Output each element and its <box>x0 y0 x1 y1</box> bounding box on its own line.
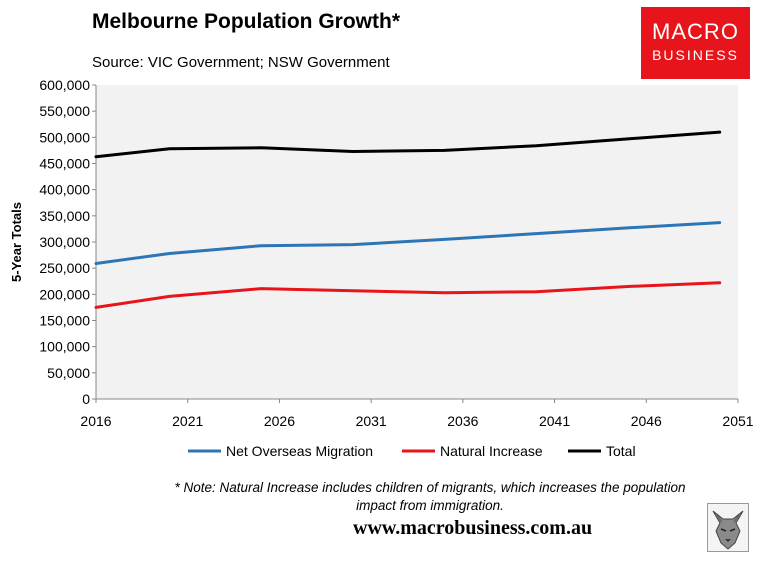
footnote-line-1: * Note: Natural Increase includes childr… <box>174 480 686 495</box>
y-tick-label: 150,000 <box>39 313 90 329</box>
y-tick-label: 50,000 <box>47 365 90 381</box>
y-tick-label: 500,000 <box>39 129 90 145</box>
series-line-total <box>94 130 722 159</box>
y-tick-label: 0 <box>82 391 90 407</box>
y-tick-label: 550,000 <box>39 103 90 119</box>
y-axis-label: 5-Year Totals <box>9 202 24 282</box>
chart-source: Source: VIC Government; NSW Government <box>92 54 390 71</box>
y-tick-label: 250,000 <box>39 260 90 276</box>
x-tick-label: 2046 <box>631 413 662 429</box>
x-tick-label: 2026 <box>264 413 295 429</box>
population-line-chart: 0 50,000 100,000 150,000 200,000 250,000 300,0… <box>9 77 754 459</box>
x-tick-label: 2051 <box>722 413 753 429</box>
x-tick-label: 2036 <box>447 413 478 429</box>
footnote: * Note: Natural Increase includes childr… <box>130 479 730 515</box>
x-tick-label: 2016 <box>80 413 111 429</box>
y-tick-label: 450,000 <box>39 156 90 172</box>
logo-line-2: BUSINESS <box>652 47 739 63</box>
x-tick-label: 2021 <box>172 413 203 429</box>
y-tick-label: 400,000 <box>39 182 90 198</box>
y-tick-label: 350,000 <box>39 208 90 224</box>
x-tick-label: 2041 <box>539 413 570 429</box>
y-tick-label: 100,000 <box>39 339 90 355</box>
footnote-line-2: impact from immigration. <box>356 498 504 513</box>
website-url: www.macrobusiness.com.au <box>353 517 593 539</box>
legend-label-net-overseas-migration: Net Overseas Migration <box>226 443 373 459</box>
chart-title: Melbourne Population Growth* <box>92 10 400 33</box>
logo-line-1: MACRO <box>652 19 739 44</box>
series-line-net-overseas-migration <box>94 221 722 265</box>
y-tick-label: 600,000 <box>39 77 90 93</box>
legend-label-total: Total <box>606 443 636 459</box>
series-line-natural-increase <box>94 281 722 309</box>
macrobusiness-logo: MACRO BUSINESS <box>641 7 750 79</box>
y-tick-label: 300,000 <box>39 234 90 250</box>
wolf-logo-icon <box>707 503 749 552</box>
legend-label-natural-increase: Natural Increase <box>440 443 543 459</box>
x-tick-label: 2031 <box>356 413 387 429</box>
y-tick-label: 200,000 <box>39 286 90 302</box>
